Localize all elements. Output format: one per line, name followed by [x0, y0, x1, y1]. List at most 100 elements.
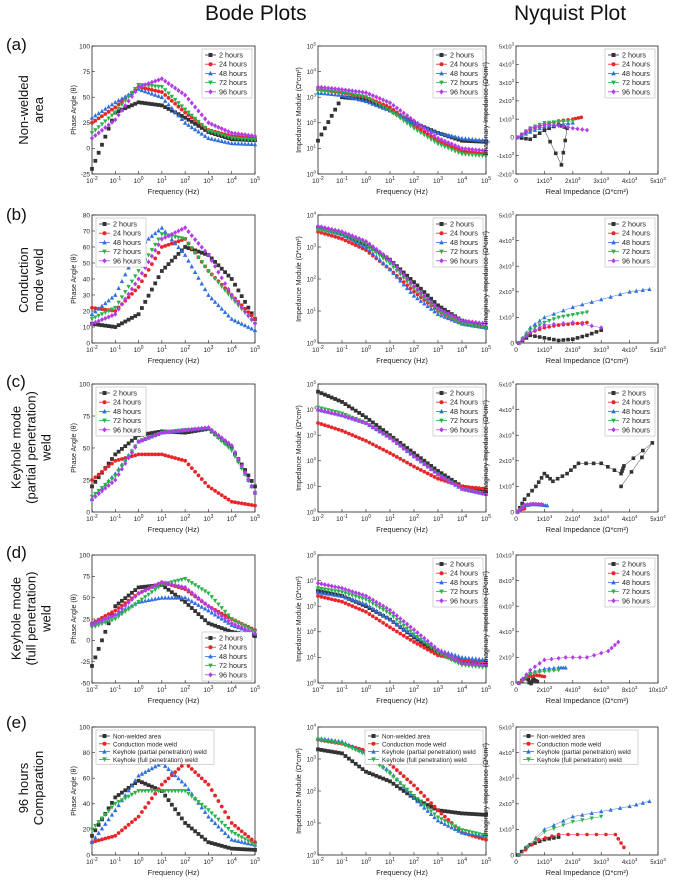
- data-point: [179, 789, 185, 794]
- legend-entry: 96 hours: [219, 87, 247, 96]
- data-point: [153, 596, 158, 601]
- data-point: [446, 650, 451, 655]
- data-point: [516, 340, 521, 346]
- b-imp-chart: 10-2 10-1 100 101 102 103 104 10510010110210310…: [296, 210, 491, 365]
- data-point: [570, 313, 575, 318]
- data-point: [350, 759, 355, 764]
- data-point: [408, 283, 413, 288]
- data-point: [102, 258, 107, 264]
- data-point: [209, 817, 214, 822]
- data-point: [216, 436, 221, 441]
- data-point: [99, 618, 105, 624]
- data-point: [110, 107, 114, 112]
- data-point: [594, 832, 599, 837]
- data-point: [246, 834, 251, 839]
- data-point: [322, 590, 328, 596]
- data-point: [526, 677, 531, 682]
- data-point: [246, 132, 251, 138]
- data-point: [202, 133, 208, 138]
- data-point: [103, 310, 108, 315]
- data-point: [415, 128, 420, 134]
- data-point: [563, 138, 568, 143]
- data-point: [439, 562, 444, 566]
- data-point: [179, 816, 184, 821]
- data-point: [367, 100, 372, 105]
- data-point: [533, 334, 537, 338]
- data-point: [233, 823, 237, 828]
- x-tick-label: 2x103: [537, 685, 553, 694]
- data-point: [452, 318, 458, 323]
- data-point: [133, 288, 138, 293]
- y-tick-label: 5x103: [499, 722, 515, 731]
- data-point: [418, 458, 423, 464]
- data-point: [439, 231, 444, 236]
- data-point: [570, 119, 575, 124]
- x-tick-label: 5x104: [650, 514, 666, 523]
- data-point: [422, 794, 427, 798]
- data-point: [129, 783, 135, 788]
- data-point: [249, 326, 254, 331]
- data-point: [183, 92, 188, 98]
- legend-entry: Keyhole (partial penetration) weld: [382, 749, 476, 756]
- data-point: [229, 837, 234, 842]
- x-tick-label: 1x104: [537, 514, 553, 523]
- y-tick-label: 4x103: [499, 627, 515, 636]
- data-point: [435, 311, 441, 317]
- data-point: [391, 265, 396, 270]
- data-point: [466, 322, 472, 328]
- data-point: [449, 651, 454, 656]
- legend-entry: Keyhole (full penetration) weld: [537, 757, 622, 764]
- data-point: [253, 503, 257, 508]
- data-point: [106, 612, 111, 617]
- series-5: [315, 580, 489, 668]
- data-point: [246, 313, 251, 319]
- data-point: [166, 91, 171, 96]
- data-point: [611, 258, 616, 264]
- data-point: [236, 303, 241, 308]
- data-point: [136, 590, 141, 596]
- data-point: [436, 303, 440, 308]
- x-tick-label: 105: [250, 176, 260, 185]
- data-point: [449, 654, 454, 660]
- data-point: [159, 85, 165, 90]
- y-tick-label: 40: [83, 276, 91, 283]
- data-point: [466, 146, 471, 152]
- data-point: [439, 137, 444, 143]
- data-point: [363, 593, 369, 599]
- data-point: [219, 820, 224, 826]
- series-4: [315, 88, 489, 159]
- x-tick-label: 0: [514, 516, 518, 523]
- data-point: [394, 274, 400, 279]
- data-point: [432, 814, 437, 820]
- data-point: [353, 605, 358, 610]
- data-point: [146, 783, 151, 788]
- data-point: [110, 457, 114, 461]
- data-point: [123, 596, 128, 601]
- data-point: [162, 88, 168, 93]
- data-point: [532, 671, 538, 676]
- data-point: [556, 338, 561, 343]
- data-point: [253, 484, 257, 489]
- data-point: [139, 789, 145, 794]
- data-point: [239, 321, 244, 326]
- b-phase-chart: 10-2 10-1 100 101 102 103 104 10501020304050607…: [71, 212, 260, 365]
- data-point: [536, 837, 541, 842]
- data-point: [252, 321, 258, 327]
- legend-entry: 2 hours: [622, 560, 646, 569]
- data-point: [153, 78, 158, 84]
- data-point: [377, 775, 382, 780]
- data-point: [179, 236, 185, 241]
- data-point: [432, 305, 437, 311]
- data-point: [528, 129, 533, 134]
- data-point: [149, 584, 154, 590]
- data-point: [236, 620, 241, 626]
- data-point: [176, 775, 181, 781]
- legend-entry: 96 hours: [113, 425, 141, 434]
- data-point: [483, 148, 489, 154]
- data-point: [322, 748, 327, 753]
- data-point: [339, 90, 345, 96]
- data-point: [329, 230, 334, 235]
- x-tick-label: 10-2: [312, 176, 324, 185]
